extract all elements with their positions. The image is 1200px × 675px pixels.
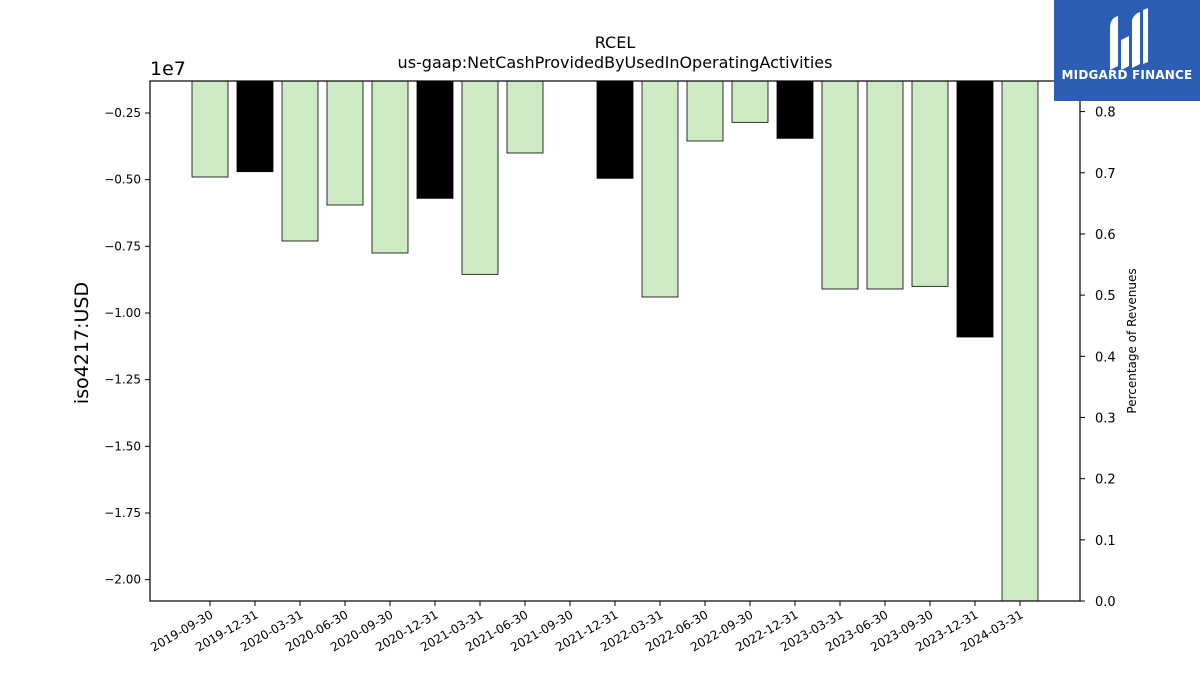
y-tick-label: −1.00 — [104, 306, 141, 320]
y2-tick-label: 0.6 — [1095, 228, 1116, 243]
bar — [911, 80, 949, 287]
bar — [236, 80, 274, 173]
bar — [416, 80, 454, 199]
bar — [461, 80, 499, 275]
brand-logo: MIDGARD FINANCE — [1054, 0, 1200, 101]
logo-text: MIDGARD FINANCE — [1061, 68, 1193, 82]
bar — [281, 80, 319, 242]
y2-tick-label: 0.5 — [1095, 289, 1116, 304]
y-tick-label: −0.75 — [104, 239, 141, 253]
y-tick-label: −1.75 — [104, 506, 141, 520]
y2-axis-label: Percentage of Revenues — [1125, 268, 1139, 413]
bar — [1001, 80, 1039, 602]
y2-tick-label: 0.8 — [1095, 106, 1116, 121]
bar — [191, 80, 229, 178]
y2-tick-label: 0.1 — [1095, 534, 1116, 549]
y-offset-label: 1e7 — [150, 58, 186, 80]
y-tick-label: −0.50 — [104, 173, 141, 187]
y-tick-label: −2.00 — [104, 573, 141, 587]
y-tick-label: −1.25 — [104, 373, 141, 387]
y2-tick-label: 0.2 — [1095, 473, 1116, 488]
bar — [956, 80, 994, 338]
bar — [866, 80, 904, 290]
y2-tick-label: 0.0 — [1095, 595, 1116, 610]
y2-tick-label: 0.3 — [1095, 411, 1116, 426]
y-axis-label: iso4217:USD — [71, 282, 93, 404]
y2-tick-label: 0.7 — [1095, 167, 1116, 182]
plot-frame — [149, 80, 1081, 602]
bar — [686, 80, 724, 142]
logo-mark-icon — [1110, 8, 1148, 70]
bar — [326, 80, 364, 206]
bar — [506, 80, 544, 154]
bar — [641, 80, 679, 298]
bar — [596, 80, 634, 179]
y2-tick-label: 0.4 — [1095, 350, 1116, 365]
bar — [821, 80, 859, 290]
bar — [776, 80, 814, 139]
y-tick-label: −0.25 — [104, 106, 141, 120]
chart-title: RCEL — [595, 33, 636, 52]
y-tick-label: −1.50 — [104, 439, 141, 453]
bar — [731, 80, 769, 123]
chart-subtitle: us-gaap:NetCashProvidedByUsedInOperating… — [398, 53, 833, 72]
bar — [371, 80, 409, 254]
